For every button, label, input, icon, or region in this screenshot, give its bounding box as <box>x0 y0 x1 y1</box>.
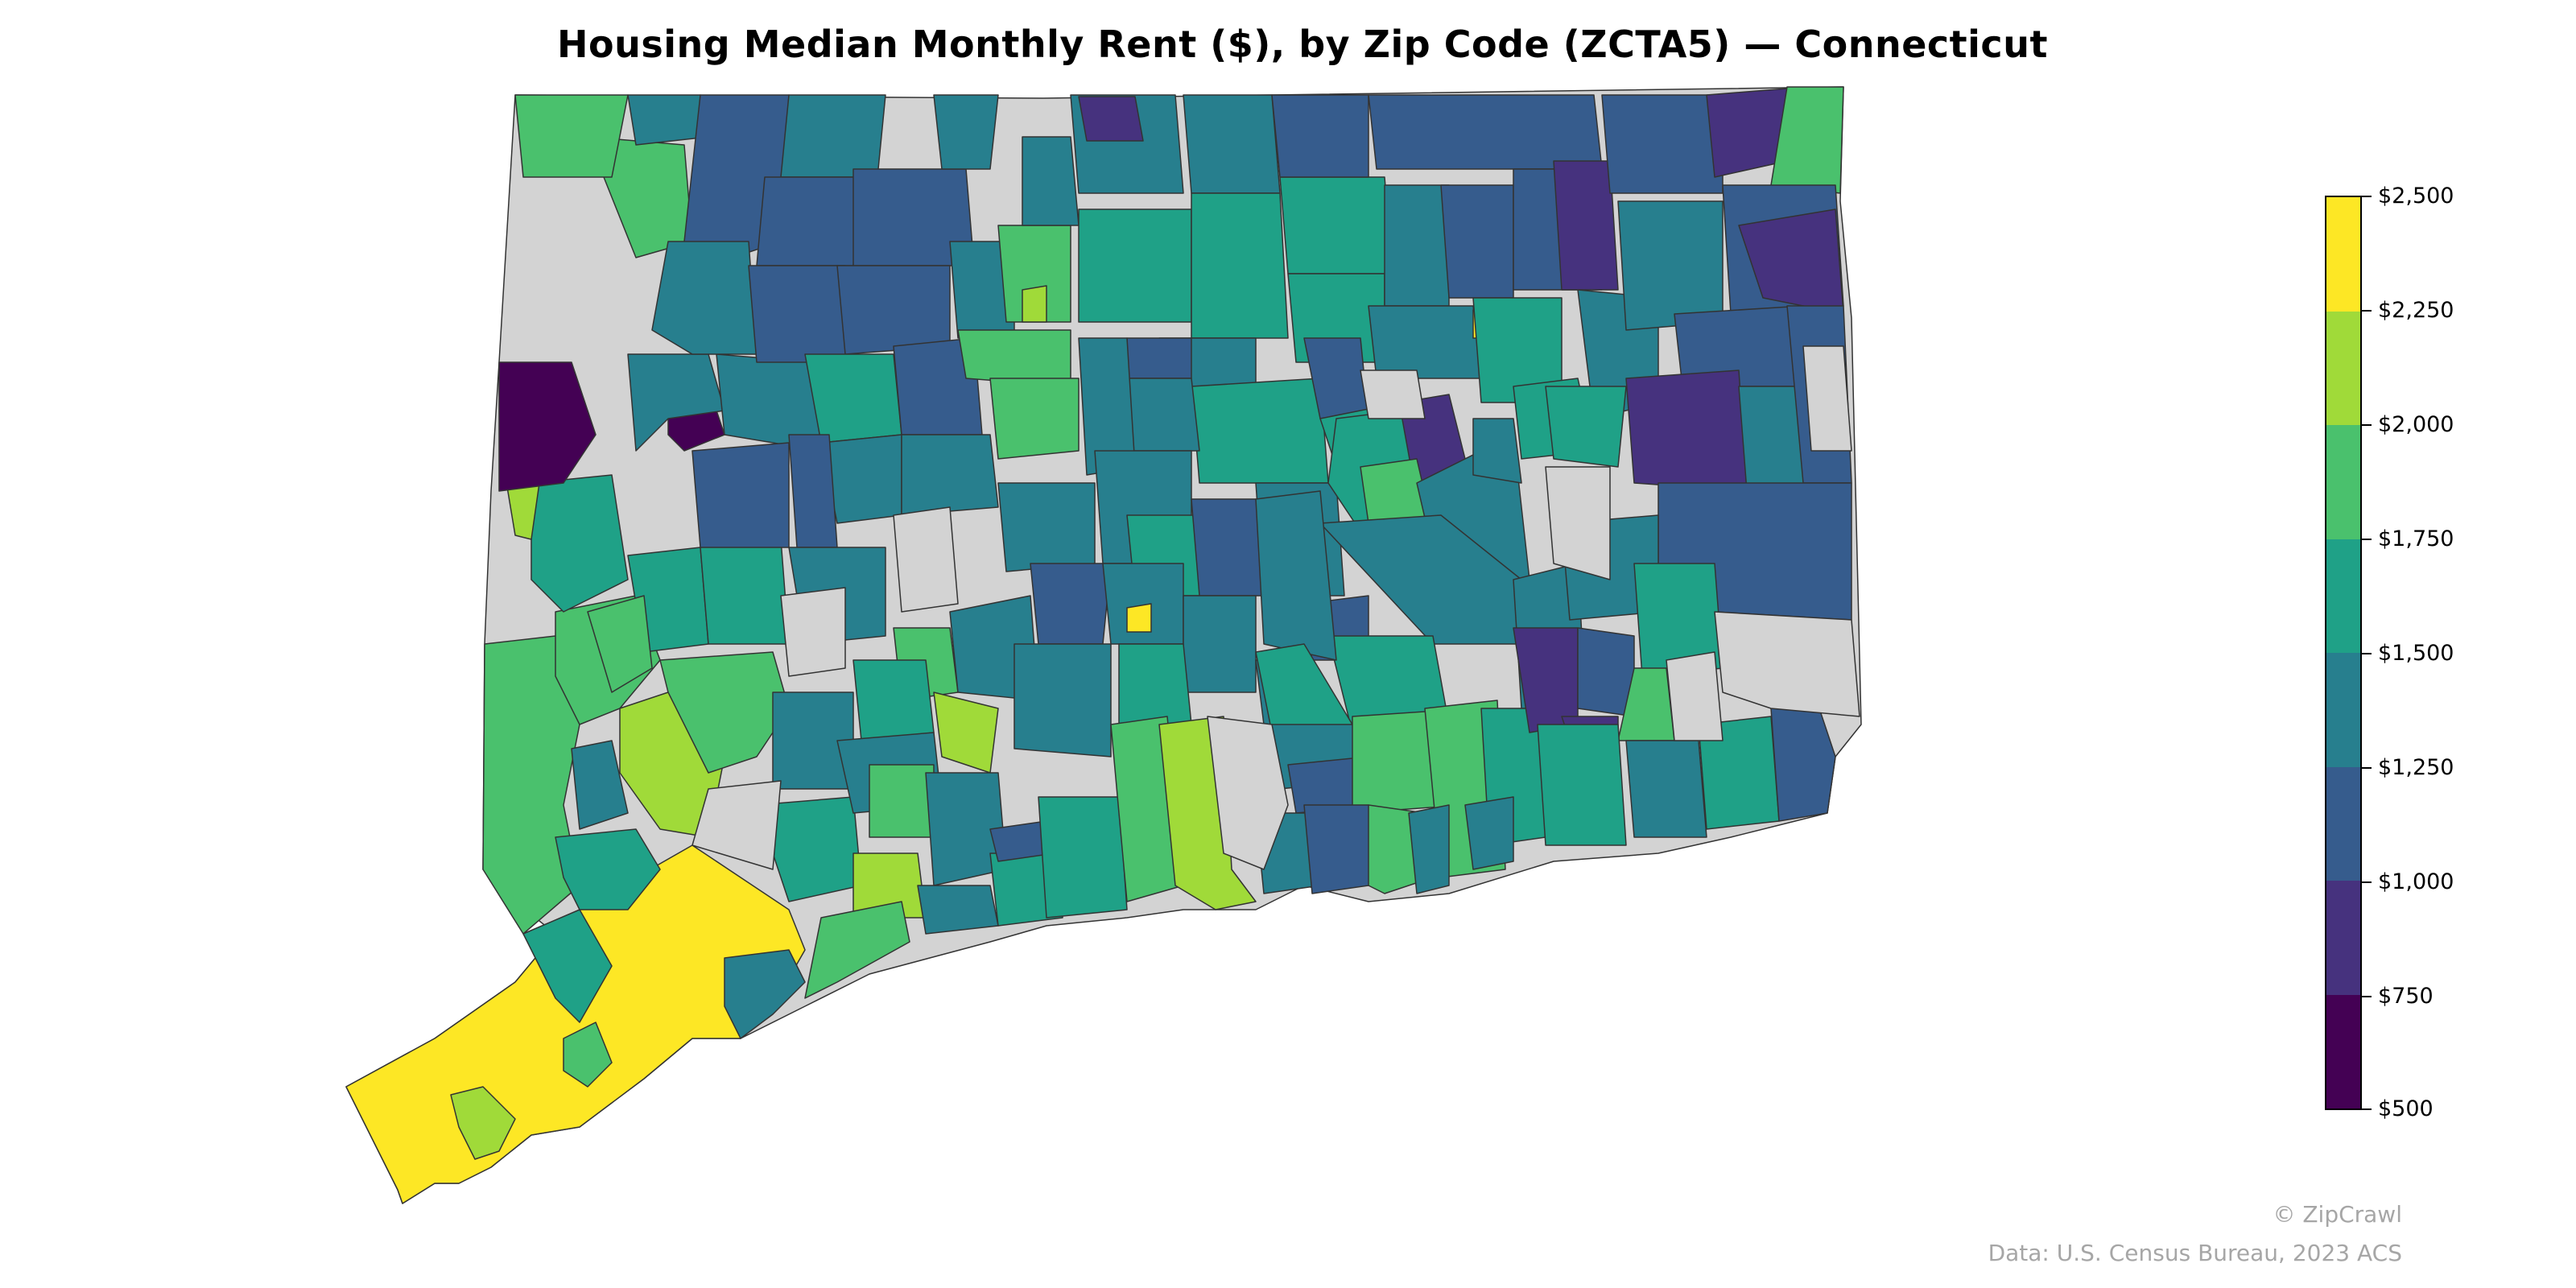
region-w-green-3 <box>659 651 790 774</box>
region-nw-blue-8 <box>756 176 862 266</box>
region-se-blue-14 <box>1464 796 1514 870</box>
source-credit: Data: U.S. Census Bureau, 2023 ACS <box>1988 1240 2402 1266</box>
region-nc-blue-8 <box>1368 305 1482 379</box>
legend-tick-label: $2,500 <box>2378 184 2454 208</box>
region-w-teal-1 <box>555 828 661 910</box>
region-nc-blue-4 <box>1271 94 1369 178</box>
region-coast-blue <box>724 949 806 1039</box>
region-nodata-4 <box>1207 716 1289 870</box>
region-e-purple-5 <box>1625 369 1748 492</box>
legend-bin-750-1000 <box>2326 881 2360 995</box>
region-nc-blue-6 <box>1384 184 1450 307</box>
legend-tick-label: $500 <box>2378 1096 2434 1121</box>
region-c-blue-8 <box>1030 563 1112 645</box>
region-nodata-8 <box>691 780 782 870</box>
legend-tick-label: $1,000 <box>2378 869 2454 894</box>
region-c-green-6 <box>804 901 910 999</box>
region-se-teal-5 <box>1537 724 1627 846</box>
legend-bin-1750-2000 <box>2326 425 2360 539</box>
region-nw-purple <box>498 361 597 492</box>
legend-tick-label: $1,750 <box>2378 526 2454 551</box>
region-nw-blue-11 <box>836 265 951 355</box>
region-c-blue-6 <box>997 482 1096 572</box>
region-c-blue-4 <box>788 434 838 548</box>
region-nw-blue-9 <box>748 265 846 363</box>
legend-tick-label: $1,500 <box>2378 641 2454 666</box>
region-se-blue-3 <box>1255 490 1337 661</box>
region-e-blue-3 <box>1601 94 1724 194</box>
region-c-green-5 <box>869 764 935 838</box>
region-nodata-6 <box>893 506 959 613</box>
map-title: Housing Median Monthly Rent ($), by Zip … <box>557 23 2048 66</box>
region-c-green-2 <box>989 378 1080 460</box>
region-nc-blue-12 <box>1126 378 1200 452</box>
legend-bin-500-750 <box>2326 994 2360 1108</box>
region-se-blue-10 <box>1577 627 1635 717</box>
region-h-yellow <box>1126 603 1152 633</box>
region-nw-blue-6 <box>651 241 758 355</box>
region-se-blue-15 <box>1408 804 1450 894</box>
legend-tick-label: $750 <box>2378 984 2434 1009</box>
region-nc-teal-3 <box>1279 176 1393 275</box>
region-nc-blue-11 <box>1126 337 1192 379</box>
region-nodata-9 <box>1802 345 1852 452</box>
legend-bin-1500-1750 <box>2326 539 2360 653</box>
region-w-green-4 <box>587 595 653 693</box>
legend-colorbar <box>2325 196 2362 1110</box>
legend-tick-label: $2,250 <box>2378 298 2454 323</box>
region-sw-teal <box>522 909 613 1023</box>
region-nc-blue-7 <box>1440 184 1514 299</box>
region-nw-blue-12 <box>933 94 999 170</box>
region-nodata-2 <box>1714 611 1860 717</box>
region-nc-teal-1 <box>1078 208 1192 323</box>
region-se-blue-12 <box>1625 740 1707 838</box>
region-w-teal-4 <box>700 539 790 645</box>
legend-bin-2000-2250 <box>2326 311 2360 425</box>
region-c-blue-13 <box>917 885 999 935</box>
region-c-teal-1 <box>804 353 902 444</box>
region-h-blue-3 <box>1191 498 1265 597</box>
region-nodata-7 <box>780 587 846 677</box>
region-e-purple-2 <box>1553 160 1619 291</box>
region-w-teal-2 <box>530 474 629 613</box>
region-nc-blue-5 <box>1368 94 1603 170</box>
region-e-green-2 <box>1770 86 1844 194</box>
legend-tick-label: $1,250 <box>2378 755 2454 780</box>
region-sw-lime <box>450 1086 516 1160</box>
region-h-teal-2 <box>1118 643 1192 725</box>
legend-bin-1000-1250 <box>2326 766 2360 881</box>
region-nw-blue-7 <box>780 94 886 178</box>
region-c-blue-9 <box>1013 643 1112 758</box>
region-h-lime <box>1158 716 1257 910</box>
region-e-blue-10 <box>1472 418 1522 484</box>
legend-bin-1250-1500 <box>2326 653 2360 767</box>
region-nodata-1 <box>1545 466 1611 580</box>
region-nc-teal-2 <box>1191 192 1289 339</box>
region-w-blue-1 <box>571 740 629 830</box>
region-nc-blue-1 <box>1022 136 1080 226</box>
brand-credit: © ZipCrawl <box>2273 1201 2402 1228</box>
region-nc-blue-3 <box>1183 94 1281 194</box>
region-c-teal-2 <box>852 659 935 741</box>
legend-tick-label: $2,000 <box>2378 412 2454 437</box>
region-nw-blue-3 <box>691 442 790 548</box>
region-e-teal-3 <box>1545 386 1627 468</box>
region-e-blue-4 <box>1617 200 1724 331</box>
region-h-blue-5 <box>1183 595 1257 693</box>
region-nc-purple <box>1078 96 1144 142</box>
region-c-teal-5 <box>1038 796 1128 919</box>
region-nc-teal-6 <box>1191 378 1329 484</box>
legend-bin-2250-2500 <box>2326 197 2360 312</box>
region-c-blue-3 <box>901 434 999 516</box>
region-sw-green <box>563 1022 613 1088</box>
region-nw-green-2 <box>514 94 629 178</box>
region-c-lime <box>1022 285 1047 323</box>
region-se-blue-8 <box>1303 804 1369 894</box>
region-nodata-5 <box>1360 369 1426 419</box>
region-nodata-3 <box>1666 651 1724 741</box>
